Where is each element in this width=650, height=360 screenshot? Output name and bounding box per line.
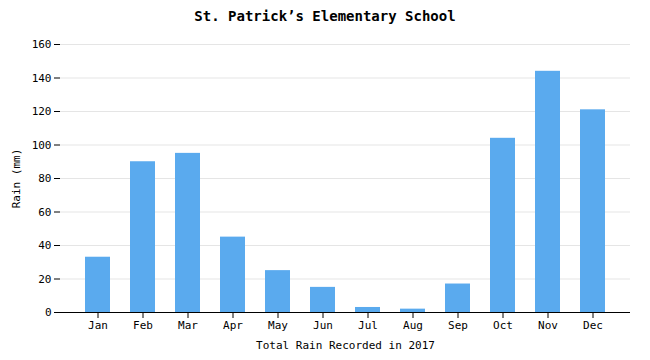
- svg-text:Jul: Jul: [358, 319, 378, 332]
- svg-text:Sep: Sep: [448, 319, 468, 332]
- svg-text:Total Rain Recorded in 2017: Total Rain Recorded in 2017: [256, 339, 435, 352]
- svg-text:Jan: Jan: [88, 319, 108, 332]
- svg-text:Mar: Mar: [178, 319, 198, 332]
- svg-text:0: 0: [45, 306, 52, 319]
- svg-text:Apr: Apr: [223, 319, 243, 332]
- svg-text:140: 140: [32, 72, 52, 85]
- svg-text:160: 160: [32, 38, 52, 51]
- svg-text:Dec: Dec: [583, 319, 603, 332]
- svg-text:Rain (mm): Rain (mm): [10, 149, 23, 209]
- svg-text:Aug: Aug: [403, 319, 423, 332]
- svg-text:20: 20: [38, 273, 51, 286]
- svg-text:80: 80: [38, 172, 51, 185]
- html-text:St. Patrick’s Elementary Schoo: St. Patrick’s Elementary School: [194, 8, 456, 24]
- svg-text:40: 40: [38, 239, 51, 252]
- svg-text:Oct: Oct: [493, 319, 513, 332]
- svg-text:May: May: [268, 319, 288, 332]
- svg-text:100: 100: [32, 139, 52, 152]
- svg-text:120: 120: [32, 105, 52, 118]
- svg-text:Nov: Nov: [538, 319, 558, 332]
- svg-text:Feb: Feb: [133, 319, 153, 332]
- svg-text:Jun: Jun: [313, 319, 333, 332]
- svg-text:60: 60: [38, 206, 51, 219]
